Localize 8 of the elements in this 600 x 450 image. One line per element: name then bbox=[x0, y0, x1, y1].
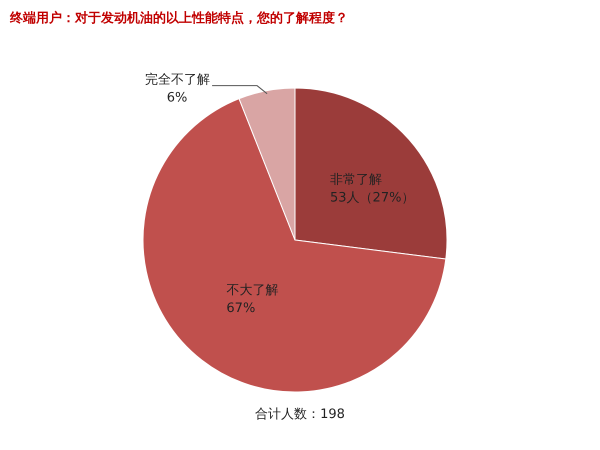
slice-label: 完全不了解 bbox=[145, 72, 210, 88]
text: 合计人数：198 bbox=[255, 407, 345, 422]
slice-label: 非常了解 bbox=[330, 172, 382, 188]
data-label: 67% bbox=[226, 301, 256, 316]
slice-label: 不大了解 bbox=[226, 283, 278, 298]
data-label: 53人（27%） bbox=[330, 190, 414, 206]
chart-title: 终端用户：对于发动机油的以上性能特点，您的了解程度？ bbox=[9, 10, 348, 26]
data-label: 6% bbox=[166, 90, 188, 106]
